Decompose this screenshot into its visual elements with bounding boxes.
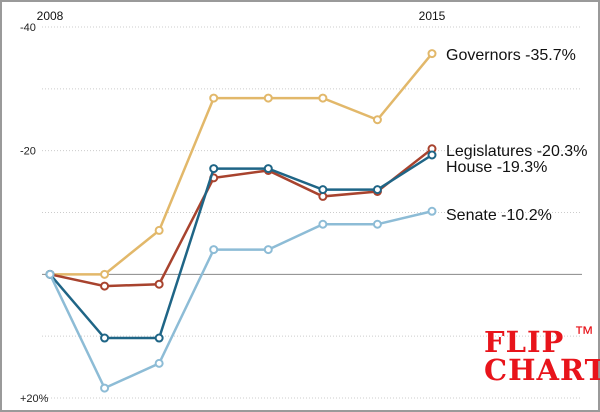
data-point — [372, 115, 382, 125]
data-point — [154, 225, 164, 235]
series-line-governors — [50, 52, 433, 276]
data-point — [154, 333, 164, 343]
flip-chart-logo: FLIP ™ CHART — [484, 323, 600, 387]
data-point — [154, 279, 164, 289]
data-point — [209, 93, 219, 103]
data-point — [263, 93, 273, 103]
data-point — [100, 383, 110, 393]
data-point — [100, 281, 110, 291]
data-point — [154, 358, 164, 368]
logo-trademark: ™ — [574, 323, 595, 345]
series-label-governors: Governors -35.7% — [446, 47, 576, 64]
data-point — [427, 49, 437, 59]
data-point — [318, 93, 328, 103]
data-point — [427, 206, 437, 216]
x-tick-label: 2008 — [37, 9, 64, 23]
data-point — [263, 164, 273, 174]
y-tick-label: +20% — [20, 393, 49, 405]
data-point — [318, 185, 328, 195]
logo-line2: CHART — [484, 353, 600, 387]
data-point — [209, 245, 219, 255]
data-point — [318, 219, 328, 229]
data-point — [372, 219, 382, 229]
logo-line1: FLIP — [484, 325, 565, 359]
data-point — [45, 269, 55, 279]
series-line-legislatures — [49, 147, 433, 288]
data-point — [100, 269, 110, 279]
data-point — [263, 245, 273, 255]
data-point — [372, 185, 382, 195]
series-line-house — [49, 153, 433, 340]
series-label-senate: Senate -10.2% — [446, 207, 552, 224]
data-point — [427, 150, 437, 160]
data-point — [100, 333, 110, 343]
series-label-house: House -19.3% — [446, 159, 547, 176]
series-line-senate — [48, 210, 433, 390]
series-label-legislatures: Legislatures -20.3% — [446, 143, 587, 160]
data-point — [209, 164, 219, 174]
x-tick-label: 2015 — [419, 9, 446, 23]
y-tick-label: -20 — [20, 146, 36, 158]
y-tick-label: -40 — [20, 22, 36, 34]
